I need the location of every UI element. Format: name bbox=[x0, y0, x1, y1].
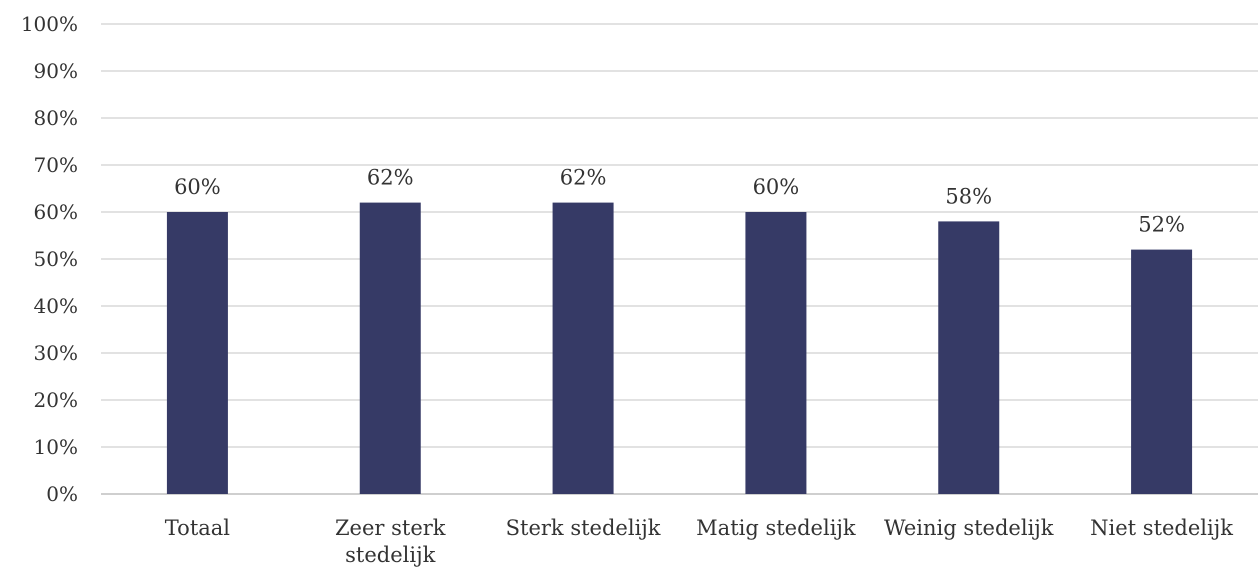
bar-6 bbox=[1131, 249, 1193, 494]
y-tick-label-100: 100% bbox=[21, 12, 78, 36]
y-tick-label-50: 50% bbox=[34, 247, 78, 271]
category-label-4: Matig stedelijk bbox=[696, 516, 856, 540]
data-labels: 60% 62% 62% 60% 58% 52% bbox=[174, 166, 1185, 237]
bars bbox=[166, 202, 1193, 494]
y-tick-label-30: 30% bbox=[34, 341, 78, 365]
bar-5 bbox=[938, 221, 1000, 494]
data-label-1: 60% bbox=[174, 175, 221, 199]
category-label-3: Sterk stedelijk bbox=[506, 516, 661, 540]
gridlines bbox=[101, 23, 1258, 495]
data-label-6: 52% bbox=[1138, 213, 1185, 237]
data-label-4: 60% bbox=[753, 175, 800, 199]
bar-2 bbox=[359, 202, 421, 494]
bar-4 bbox=[745, 212, 807, 494]
category-label-2: Zeer sterk stedelijk bbox=[335, 516, 446, 567]
category-label-5: Weinig stedelijk bbox=[884, 516, 1054, 540]
y-tick-label-60: 60% bbox=[34, 200, 78, 224]
data-label-3: 62% bbox=[560, 166, 607, 190]
category-label-6: Niet stedelijk bbox=[1090, 516, 1233, 540]
y-tick-label-90: 90% bbox=[34, 59, 78, 83]
x-axis-category-labels: Totaal Zeer sterk stedelijk Sterk stedelijk… bbox=[165, 516, 1233, 567]
bar-3 bbox=[552, 202, 614, 494]
category-label-1: Totaal bbox=[165, 516, 230, 540]
bar-1 bbox=[166, 212, 228, 494]
data-label-2: 62% bbox=[367, 166, 414, 190]
y-tick-label-20: 20% bbox=[34, 388, 78, 412]
y-tick-label-70: 70% bbox=[34, 153, 78, 177]
y-tick-label-10: 10% bbox=[34, 435, 78, 459]
y-axis-tick-labels: 0% 10% 20% 30% 40% 50% 60% 70% 80% 90% 100% bbox=[21, 12, 78, 506]
y-tick-label-40: 40% bbox=[34, 294, 78, 318]
y-tick-label-80: 80% bbox=[34, 106, 78, 130]
y-tick-label-0: 0% bbox=[46, 482, 78, 506]
data-label-5: 58% bbox=[945, 184, 992, 208]
